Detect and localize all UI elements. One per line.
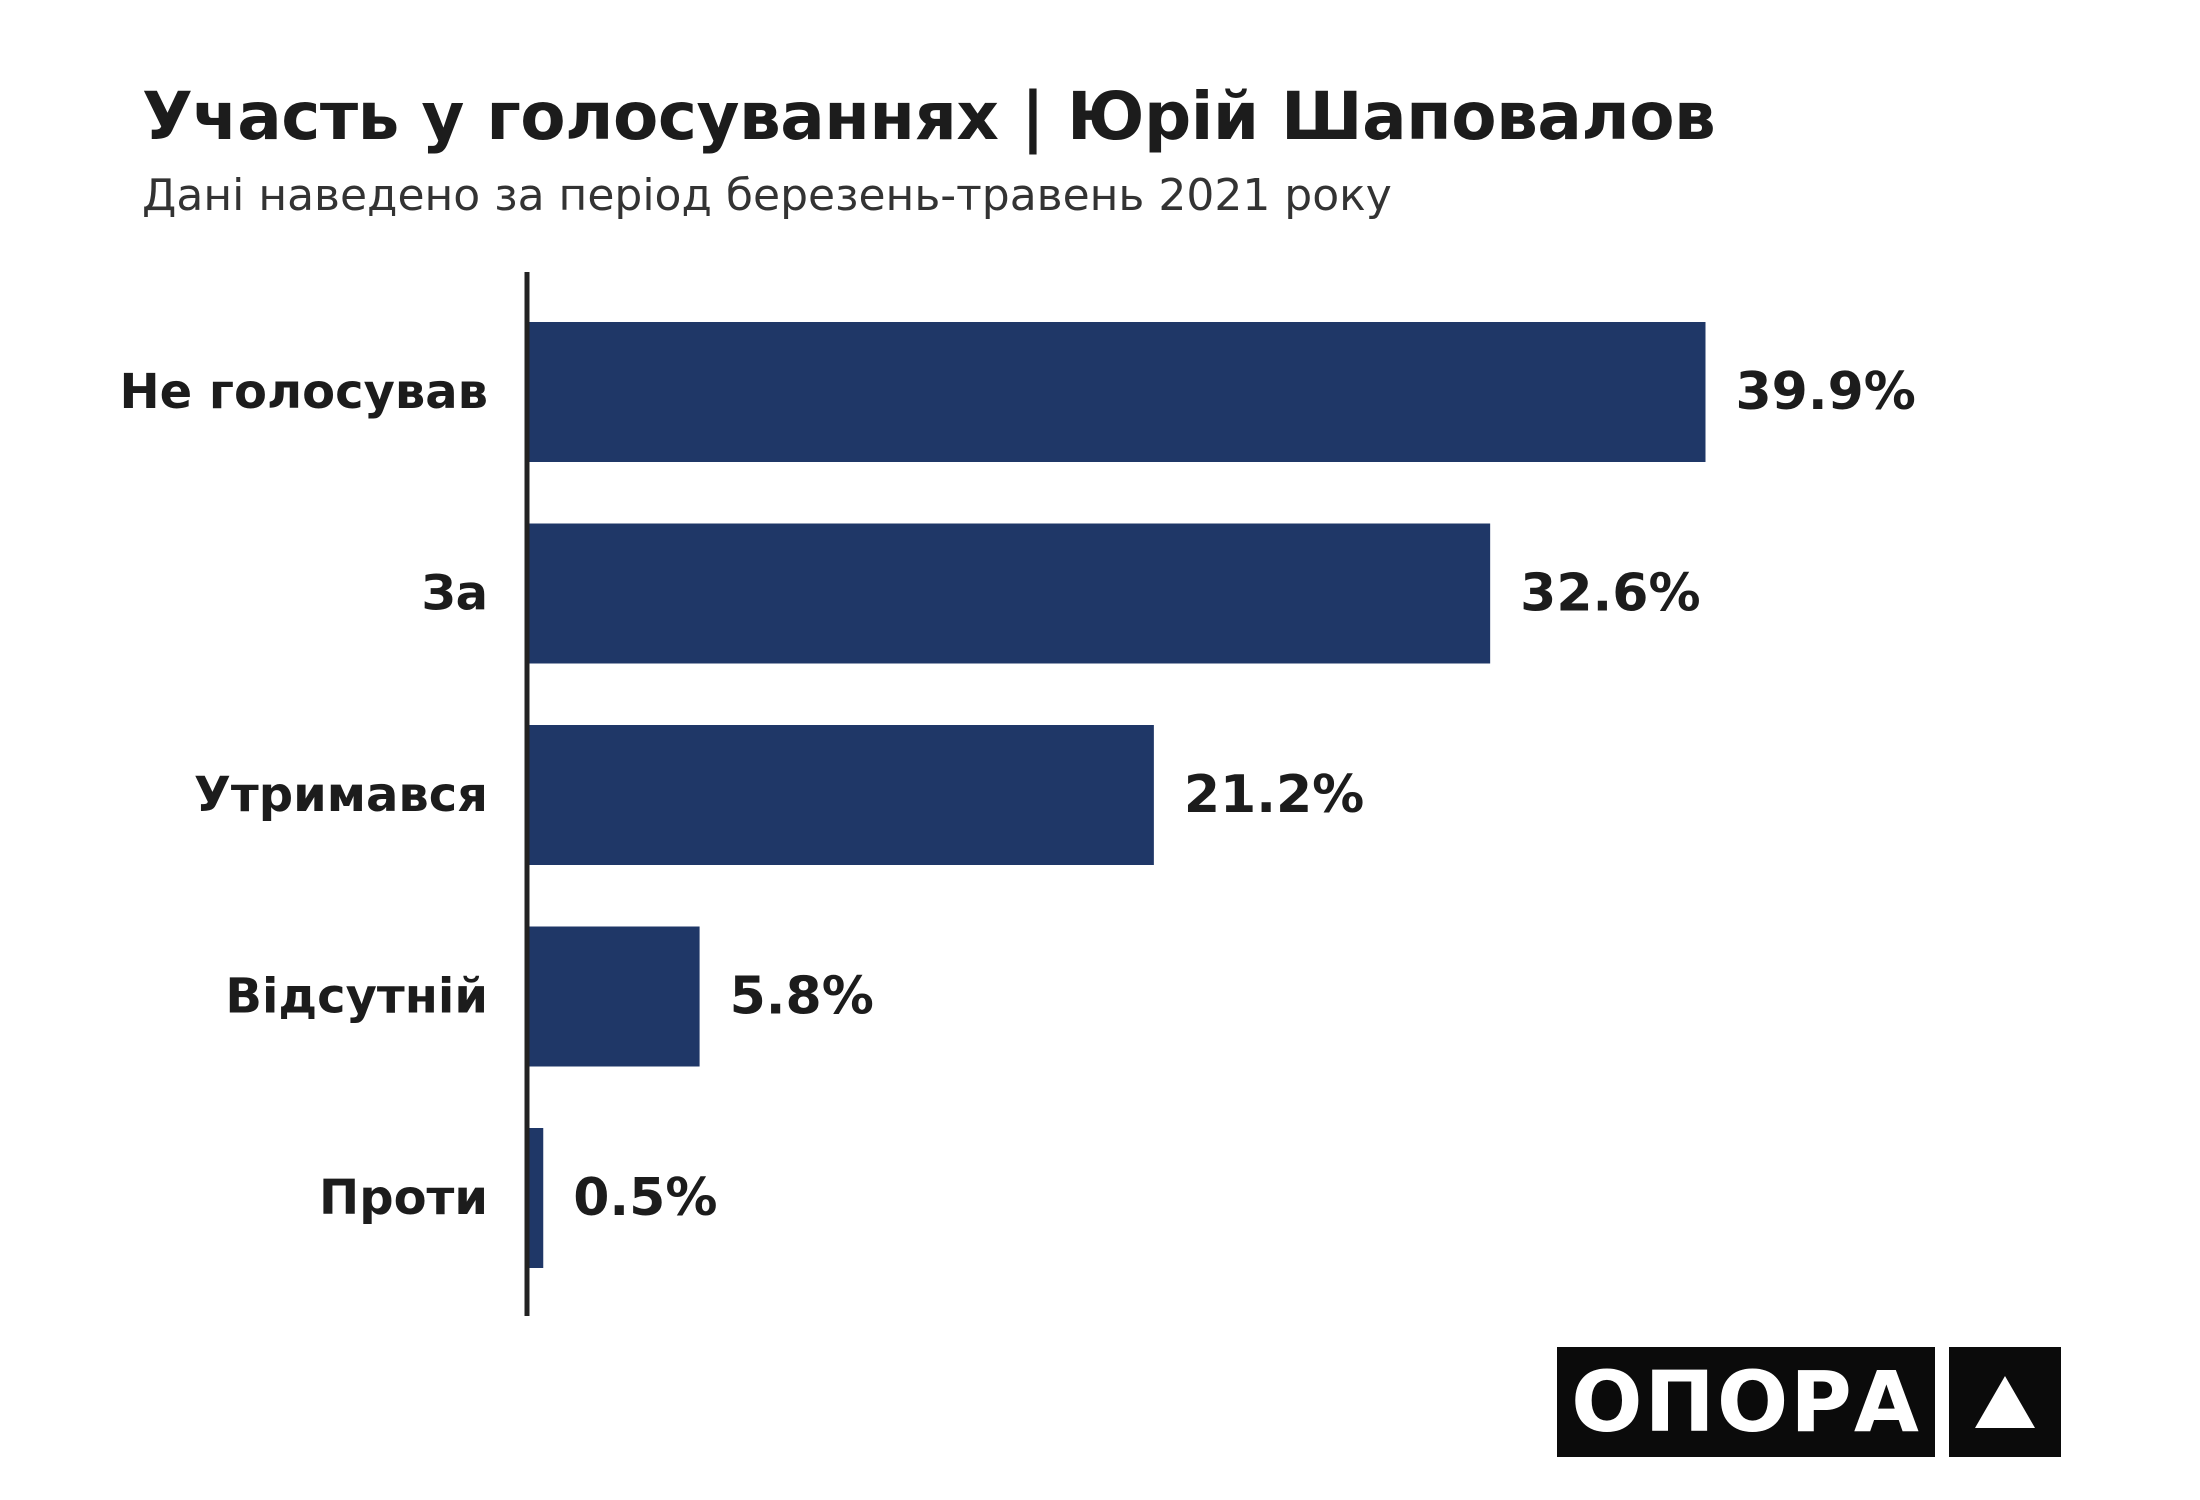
bar [528,523,1491,664]
category-label: Проти [319,1170,488,1226]
category-label: Утримався [194,767,488,823]
logo-wordmark: ОПОРА [1557,1347,1935,1457]
value-label: 0.5% [573,1168,717,1228]
value-label: 21.2% [1184,765,1364,825]
bar [528,322,1706,462]
triangle-icon [1949,1347,2061,1457]
bar [528,1128,544,1268]
opora-logo: ОПОРА [1557,1347,2061,1457]
value-label: 5.8% [730,967,874,1027]
category-label: Не голосував [119,364,488,420]
category-label: За [422,566,489,622]
bar [528,926,700,1067]
bar [528,725,1154,865]
chart-title: Участь у голосуваннях | Юрій Шаповалов [142,78,1716,155]
value-label: 32.6% [1520,564,1700,624]
category-label: Відсутній [225,969,488,1025]
chart-subtitle: Дані наведено за період березень-травень… [142,170,1392,221]
value-label: 39.9% [1736,362,1916,422]
